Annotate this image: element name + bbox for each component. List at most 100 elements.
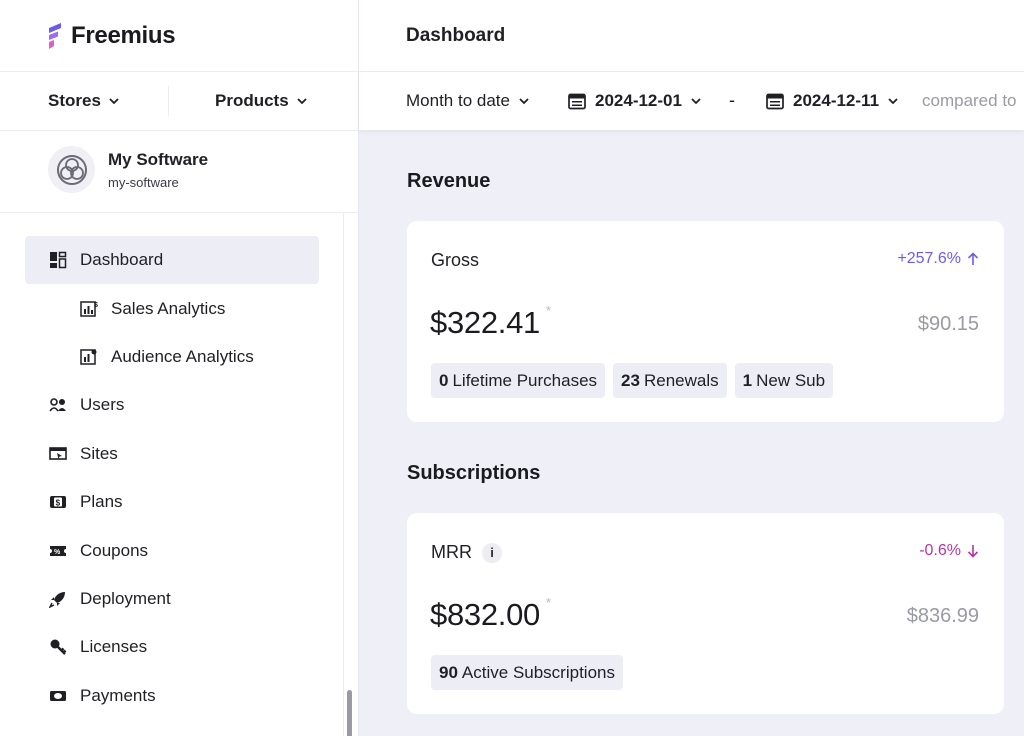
footnote-marker: * bbox=[546, 303, 551, 318]
plans-icon: $ bbox=[49, 493, 67, 511]
sites-icon bbox=[49, 445, 67, 463]
compared-to-dropdown[interactable]: compared to bbox=[922, 72, 1017, 130]
chevron-down-icon bbox=[690, 95, 702, 107]
coupons-icon: % bbox=[49, 542, 67, 560]
sidebar: Freemius Stores Products My Software my-… bbox=[0, 0, 359, 736]
date-range-label: Month to date bbox=[406, 91, 510, 111]
top-bar: Dashboard bbox=[359, 0, 1024, 72]
stores-label: Stores bbox=[48, 91, 101, 111]
svg-text:$: $ bbox=[56, 498, 61, 507]
sidebar-item-label: Dashboard bbox=[80, 250, 163, 270]
sales-analytics-icon: $ bbox=[80, 300, 98, 318]
info-icon[interactable]: i bbox=[482, 543, 502, 563]
freemius-logo-icon bbox=[47, 22, 65, 50]
gross-amount: $322.41 bbox=[430, 305, 540, 340]
mrr-card[interactable]: MRR i -0.6% $832.00 * $836.99 90 Active Su… bbox=[407, 513, 1004, 714]
sidebar-item-licenses[interactable]: Licenses bbox=[25, 623, 319, 671]
new-sub-chip: 1 New Sub bbox=[735, 363, 833, 398]
lifetime-purchases-chip: 0 Lifetime Purchases bbox=[431, 363, 605, 398]
products-label: Products bbox=[215, 91, 289, 111]
sidebar-item-label: Users bbox=[80, 395, 124, 415]
sidebar-item-label: Plans bbox=[80, 492, 123, 512]
svg-text:$: $ bbox=[94, 302, 98, 309]
calendar-icon bbox=[765, 91, 785, 111]
product-name: My Software bbox=[108, 150, 208, 170]
arrow-up-icon bbox=[967, 252, 979, 266]
products-dropdown[interactable]: Products bbox=[215, 72, 308, 130]
arrow-down-icon bbox=[967, 544, 979, 558]
active-subscriptions-chip: 90 Active Subscriptions bbox=[431, 655, 623, 690]
brand-name: Freemius bbox=[71, 22, 175, 50]
end-date-value: 2024-12-11 bbox=[793, 91, 879, 111]
sidebar-item-label: Sites bbox=[80, 444, 118, 464]
store-product-selectors: Stores Products bbox=[0, 72, 359, 130]
freemius-logo[interactable]: Freemius bbox=[47, 20, 175, 52]
sidebar-item-plans[interactable]: $ Plans bbox=[25, 478, 319, 526]
sidebar-item-sales-analytics[interactable]: $ Sales Analytics bbox=[25, 284, 319, 332]
footnote-marker: * bbox=[546, 595, 551, 610]
sidebar-item-label: Audience Analytics bbox=[111, 347, 254, 367]
key-icon bbox=[49, 638, 67, 656]
mrr-label: MRR bbox=[431, 542, 472, 563]
renewals-chip: 23 Renewals bbox=[613, 363, 727, 398]
date-separator: - bbox=[729, 90, 735, 111]
chevron-down-icon bbox=[887, 95, 899, 107]
sidebar-item-sites[interactable]: Sites bbox=[25, 430, 319, 478]
end-date-picker[interactable]: 2024-12-11 bbox=[765, 72, 899, 130]
sidebar-item-label: Deployment bbox=[80, 589, 171, 609]
compared-to-label: compared to bbox=[922, 91, 1017, 111]
mrr-delta: -0.6% bbox=[919, 542, 979, 560]
sidebar-scrollbar[interactable] bbox=[347, 690, 352, 736]
gross-revenue-card[interactable]: Gross +257.6% $322.41 * $90.15 0 Lifetime … bbox=[407, 221, 1004, 422]
mrr-delta-value: -0.6% bbox=[919, 542, 961, 560]
sidebar-item-audience-analytics[interactable]: Audience Analytics bbox=[25, 333, 319, 381]
divider bbox=[168, 86, 169, 116]
sidebar-item-coupons[interactable]: % Coupons bbox=[25, 526, 319, 574]
mrr-value: $832.00 * bbox=[430, 597, 551, 633]
product-slug: my-software bbox=[108, 175, 208, 190]
gross-delta: +257.6% bbox=[897, 250, 979, 268]
sidebar-item-label: Sales Analytics bbox=[111, 299, 225, 319]
gross-delta-value: +257.6% bbox=[897, 250, 961, 268]
users-icon bbox=[49, 396, 67, 414]
sidebar-item-label: Payments bbox=[80, 686, 156, 706]
mrr-previous-value: $836.99 bbox=[907, 605, 979, 628]
divider bbox=[0, 212, 359, 213]
sidebar-item-users[interactable]: Users bbox=[25, 381, 319, 429]
chip-count: 90 bbox=[439, 663, 458, 683]
start-date-value: 2024-12-01 bbox=[595, 91, 682, 111]
current-product[interactable]: My Software my-software bbox=[48, 146, 208, 193]
chip-label: Lifetime Purchases bbox=[452, 371, 597, 391]
sidebar-item-deployment[interactable]: Deployment bbox=[25, 575, 319, 623]
payments-icon bbox=[49, 687, 67, 705]
chip-count: 23 bbox=[621, 371, 640, 391]
start-date-picker[interactable]: 2024-12-01 bbox=[567, 72, 702, 130]
date-filter-bar: Month to date 2024-12-01 - 2024-12-11 co… bbox=[359, 72, 1024, 130]
sidebar-item-label: Coupons bbox=[80, 541, 148, 561]
card-label: MRR i bbox=[431, 542, 502, 563]
chevron-down-icon bbox=[296, 95, 308, 107]
dashboard-icon bbox=[49, 251, 67, 269]
sidebar-nav: Dashboard $ Sales Analytics Audience Ana… bbox=[25, 236, 319, 720]
scrollbar-track bbox=[343, 212, 344, 736]
chevron-down-icon bbox=[518, 95, 530, 107]
chevron-down-icon bbox=[108, 95, 120, 107]
sidebar-item-payments[interactable]: Payments bbox=[25, 672, 319, 720]
calendar-icon bbox=[567, 91, 587, 111]
rocket-icon bbox=[49, 590, 67, 608]
product-avatar bbox=[48, 146, 95, 193]
card-label: Gross bbox=[431, 250, 479, 271]
sidebar-item-dashboard[interactable]: Dashboard bbox=[25, 236, 319, 284]
chip-label: Active Subscriptions bbox=[462, 663, 615, 683]
chip-label: Renewals bbox=[644, 371, 719, 391]
divider bbox=[0, 130, 359, 131]
chip-count: 0 bbox=[439, 371, 448, 391]
date-range-dropdown[interactable]: Month to date bbox=[406, 72, 530, 130]
stores-dropdown[interactable]: Stores bbox=[48, 72, 120, 130]
revenue-section-title: Revenue bbox=[407, 170, 490, 193]
page-title: Dashboard bbox=[406, 25, 505, 47]
product-logo-icon bbox=[55, 153, 89, 187]
gross-value: $322.41 * bbox=[430, 305, 551, 341]
chip-label: New Sub bbox=[756, 371, 825, 391]
subscriptions-breakdown: 90 Active Subscriptions bbox=[431, 655, 623, 690]
